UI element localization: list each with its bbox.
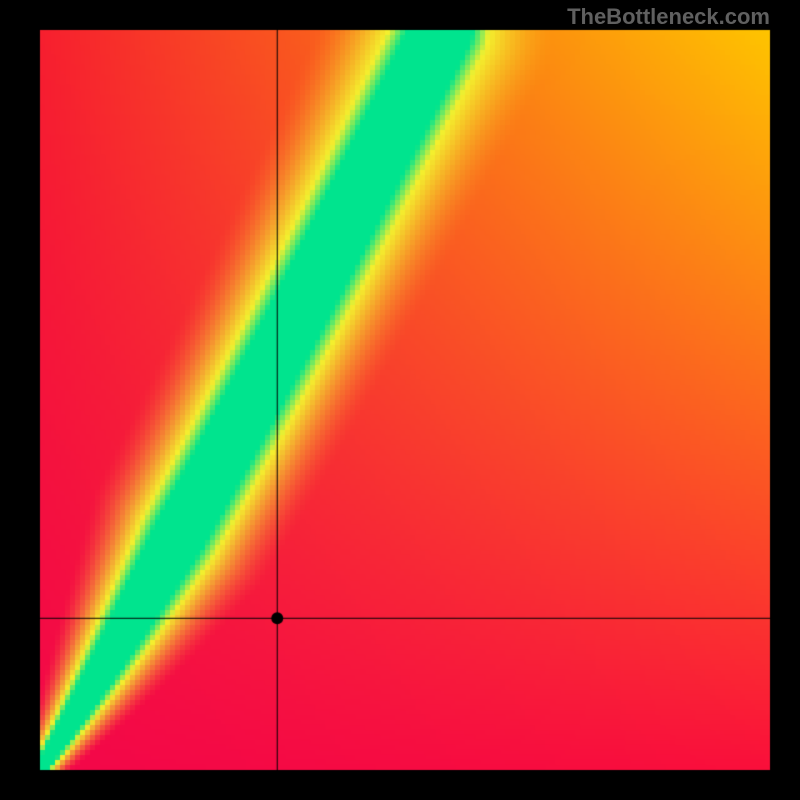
chart-container: TheBottleneck.com bbox=[0, 0, 800, 800]
watermark-text: TheBottleneck.com bbox=[567, 4, 770, 30]
heatmap-canvas bbox=[0, 0, 800, 800]
